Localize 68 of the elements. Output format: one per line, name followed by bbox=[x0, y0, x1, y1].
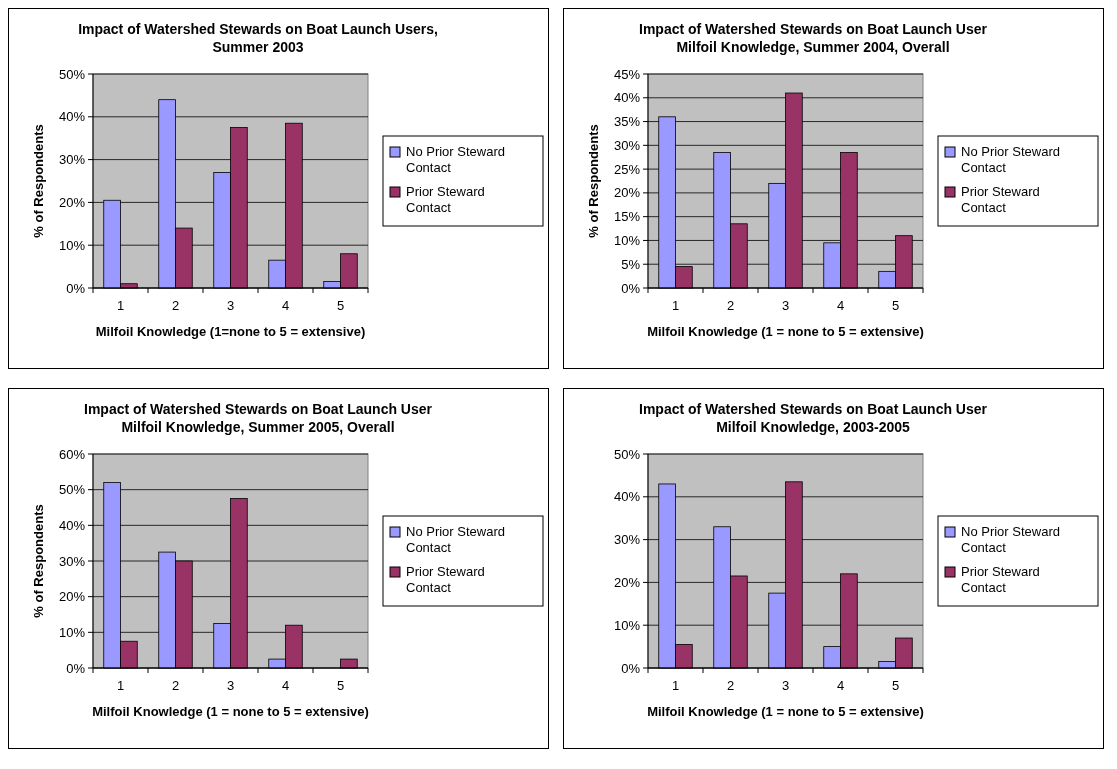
y-axis-title: % of Respondents bbox=[586, 124, 601, 238]
y-tick-label: 25% bbox=[613, 161, 641, 177]
legend-label: Prior Steward Contact bbox=[961, 184, 1040, 215]
y-tick-label: 50% bbox=[613, 446, 641, 462]
x-tick-label: 5 bbox=[336, 678, 345, 693]
y-tick-label: 40% bbox=[58, 517, 86, 533]
x-tick-label: 5 bbox=[891, 298, 900, 313]
y-tick-label: 40% bbox=[613, 489, 641, 505]
x-tick-label: 3 bbox=[226, 298, 235, 313]
legend-label: Prior Steward Contact bbox=[406, 184, 485, 215]
x-tick-label: 2 bbox=[171, 678, 180, 693]
y-tick-label: 10% bbox=[58, 624, 86, 640]
legend-label: No Prior Steward Contact bbox=[406, 524, 505, 555]
chart-title: Impact of Watershed Stewards on Boat Launch User Milfoil Knowledge, Summer 2004, Overall bbox=[639, 21, 988, 55]
y-axis-title: % of Respondents bbox=[31, 504, 46, 618]
y-tick-label: 40% bbox=[58, 109, 86, 125]
x-tick-label: 2 bbox=[171, 298, 180, 313]
y-tick-label: 10% bbox=[613, 232, 641, 248]
legend-label: Prior Steward Contact bbox=[961, 564, 1040, 595]
y-tick-label: 0% bbox=[66, 660, 86, 676]
y-tick-label: 5% bbox=[621, 256, 641, 272]
x-tick-label: 3 bbox=[226, 678, 235, 693]
x-tick-label: 4 bbox=[281, 298, 290, 313]
y-tick-label: 60% bbox=[58, 446, 86, 462]
legend-label: Prior Steward Contact bbox=[406, 564, 485, 595]
y-tick-label: 35% bbox=[613, 114, 641, 130]
y-tick-label: 0% bbox=[621, 280, 641, 296]
legend-label: No Prior Steward Contact bbox=[961, 144, 1060, 175]
x-tick-label: 1 bbox=[116, 678, 125, 693]
x-axis-title: Milfoil Knowledge (1=none to 5 = extensive) bbox=[95, 324, 366, 339]
x-axis-title: Milfoil Knowledge (1 = none to 5 = extensive) bbox=[647, 324, 924, 339]
x-tick-label: 5 bbox=[336, 298, 345, 313]
y-tick-label: 30% bbox=[613, 532, 641, 548]
y-tick-label: 45% bbox=[613, 66, 641, 82]
legend-label: No Prior Steward Contact bbox=[406, 144, 505, 175]
y-tick-label: 50% bbox=[58, 66, 86, 82]
x-tick-label: 3 bbox=[781, 678, 790, 693]
chart-title: Impact of Watershed Stewards on Boat Launch Users, Summer 2003 bbox=[78, 21, 438, 55]
x-tick-label: 2 bbox=[726, 678, 735, 693]
y-tick-label: 15% bbox=[613, 209, 641, 225]
y-tick-label: 50% bbox=[58, 482, 86, 498]
x-tick-label: 4 bbox=[836, 298, 845, 313]
y-tick-label: 40% bbox=[613, 90, 641, 106]
y-tick-label: 0% bbox=[66, 280, 86, 296]
y-tick-label: 30% bbox=[58, 152, 86, 168]
chart-title: Impact of Watershed Stewards on Boat Launch User Milfoil Knowledge, 2003-2005 bbox=[639, 401, 988, 435]
x-tick-label: 4 bbox=[836, 678, 845, 693]
x-tick-label: 1 bbox=[671, 298, 680, 313]
y-tick-label: 20% bbox=[613, 185, 641, 201]
y-tick-label: 30% bbox=[58, 553, 86, 569]
y-tick-label: 20% bbox=[58, 589, 86, 605]
y-tick-label: 10% bbox=[58, 237, 86, 253]
chart-title: Impact of Watershed Stewards on Boat Launch User Milfoil Knowledge, Summer 2005, Overall bbox=[84, 401, 433, 435]
y-tick-label: 20% bbox=[58, 194, 86, 210]
x-axis-title: Milfoil Knowledge (1 = none to 5 = extensive) bbox=[92, 704, 369, 719]
x-tick-label: 1 bbox=[671, 678, 680, 693]
x-tick-label: 1 bbox=[116, 298, 125, 313]
y-tick-label: 30% bbox=[613, 137, 641, 153]
y-tick-label: 20% bbox=[613, 574, 641, 590]
x-tick-label: 2 bbox=[726, 298, 735, 313]
x-axis-title: Milfoil Knowledge (1 = none to 5 = extensive) bbox=[647, 704, 924, 719]
x-tick-label: 5 bbox=[891, 678, 900, 693]
x-tick-label: 3 bbox=[781, 298, 790, 313]
y-axis-title: % of Respondents bbox=[31, 124, 46, 238]
y-tick-label: 0% bbox=[621, 660, 641, 676]
x-tick-label: 4 bbox=[281, 678, 290, 693]
legend-label: No Prior Steward Contact bbox=[961, 524, 1060, 555]
y-tick-label: 10% bbox=[613, 617, 641, 633]
